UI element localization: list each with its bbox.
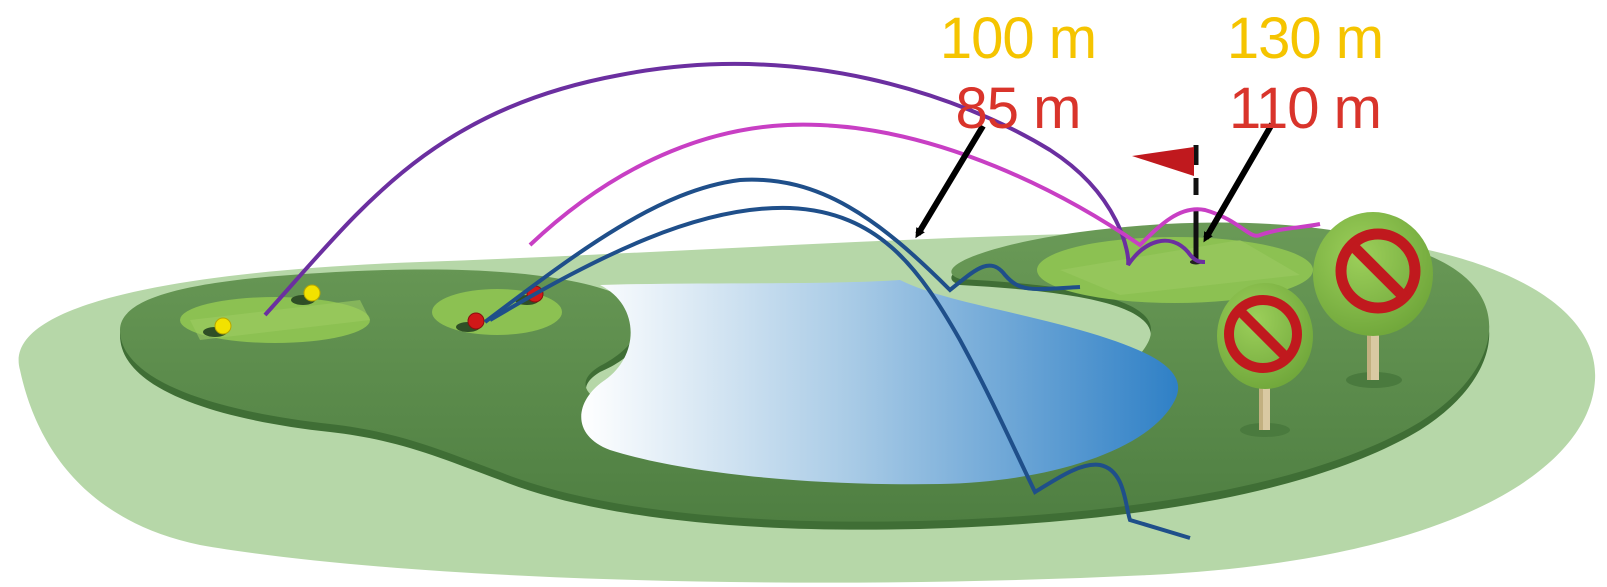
- arrow-icon: [1203, 122, 1275, 243]
- shot-trajectory-long: [263, 62, 1206, 317]
- water-hazard: [581, 280, 1179, 485]
- shot-trajectory-magenta: [528, 122, 1321, 248]
- pond-distance-yellow: 100 m: [940, 6, 1096, 71]
- flag-icon: [1132, 145, 1202, 265]
- green-distance-red: 110 m: [1229, 76, 1381, 141]
- golf-ball-icon: [203, 317, 232, 337]
- no-entry-icon: [1335, 228, 1421, 314]
- arrow-icon: [915, 124, 986, 239]
- shot-trajectory-blue-short: [483, 177, 1081, 324]
- golf-ball-icon: [291, 284, 321, 305]
- pond-distance-red: 85 m: [956, 76, 1081, 141]
- golf-ball-icon: [456, 312, 485, 332]
- no-entry-icon: [1224, 295, 1302, 373]
- shot-trajectory-blue-water: [488, 205, 1191, 540]
- green-distance-yellow: 130 m: [1227, 6, 1383, 71]
